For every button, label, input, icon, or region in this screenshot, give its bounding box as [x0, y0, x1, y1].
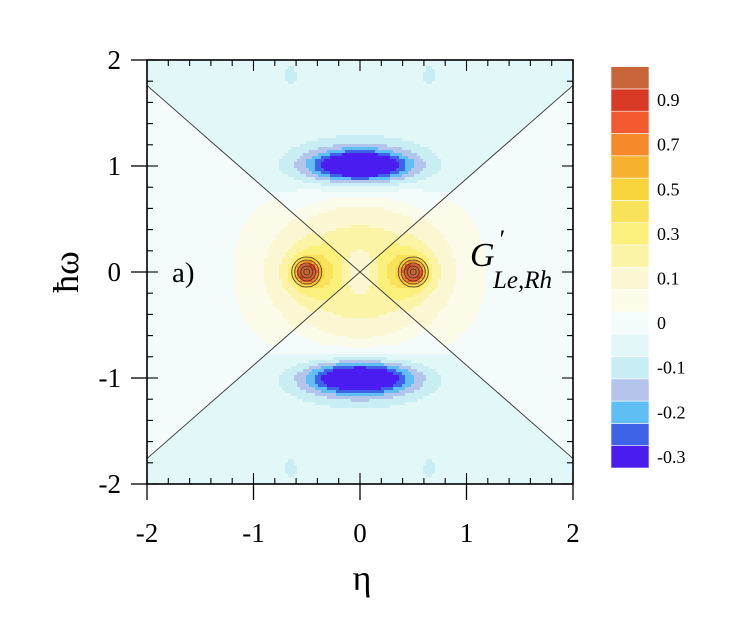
y-tick-label: 1 [108, 151, 122, 181]
colorbar-swatch [610, 110, 650, 134]
x-tick-labels: -2 -1 0 1 2 [136, 518, 580, 548]
axis-ticks [131, 59, 574, 500]
colorbar-label: -0.1 [657, 358, 686, 378]
colorbar-label: 0.9 [657, 90, 680, 110]
colorbar-swatch [610, 155, 650, 179]
function-symbol: G [470, 237, 495, 274]
colorbar-swatch [610, 244, 650, 268]
panel-label: a) [172, 257, 195, 289]
colorbar [610, 66, 650, 469]
function-label: G ′ Le,Rh [470, 225, 552, 294]
colorbar-swatch [610, 400, 650, 424]
x-tick-label: -2 [136, 518, 159, 548]
function-prime: ′ [498, 225, 504, 254]
zero-contour-line [147, 85, 573, 459]
colorbar-swatch [610, 378, 650, 402]
peak-contour-ring [409, 268, 417, 276]
peak-contour-ring [400, 259, 426, 285]
colorbar-swatch [610, 133, 650, 157]
colorbar-swatch [610, 222, 650, 246]
peak-contour-ring [403, 262, 423, 282]
x-tick-label: 2 [566, 518, 580, 548]
colorbar-label: 0.7 [657, 135, 680, 155]
colorbar-label: 0 [657, 313, 666, 333]
y-tick-label: 0 [108, 257, 122, 287]
peak-contour-ring [291, 256, 323, 288]
colorbar-label: -0.3 [657, 447, 686, 467]
peak-contour-ring [297, 262, 317, 282]
colorbar-swatch [610, 423, 650, 446]
colorbar-label: -0.2 [657, 402, 686, 422]
y-tick-label: 2 [108, 45, 122, 75]
colorbar-label: 0.3 [657, 224, 680, 244]
peak-contour-ring [406, 265, 420, 279]
colorbar-swatch [610, 311, 650, 335]
y-tick-label: -1 [99, 363, 122, 393]
colorbar-label: 0.1 [657, 268, 680, 288]
colorbar-swatch [610, 88, 650, 112]
peak-contour-ring [300, 265, 314, 279]
y-tick-label: -2 [99, 469, 122, 499]
peak-contour-ring [303, 268, 311, 276]
colorbar-swatch [610, 66, 650, 90]
colorbar-swatch [610, 333, 650, 357]
colorbar-swatch [610, 266, 650, 290]
peak-contour-ring [294, 259, 320, 285]
colorbar-swatch [610, 177, 650, 201]
y-tick-labels: -2 -1 0 1 2 [99, 45, 122, 499]
x-tick-label: -1 [242, 518, 265, 548]
colorbar-swatch [610, 356, 650, 380]
x-axis-label: η [353, 558, 372, 598]
colorbar-swatch [610, 200, 650, 223]
x-tick-label: 1 [460, 518, 474, 548]
y-axis-label: ħω [46, 251, 86, 293]
peak-contour-ring [397, 256, 429, 288]
x-tick-label: 0 [353, 518, 367, 548]
colorbar-swatch [610, 445, 650, 469]
contour-fill-layer [147, 60, 573, 484]
colorbar-label: 0.5 [657, 179, 680, 199]
colorbar-labels: -0.3 -0.2 -0.1 0 0.1 0.3 0.5 0.7 0.9 [657, 90, 686, 467]
colorbar-swatch [610, 289, 650, 313]
function-subscript: Le,Rh [492, 267, 552, 294]
